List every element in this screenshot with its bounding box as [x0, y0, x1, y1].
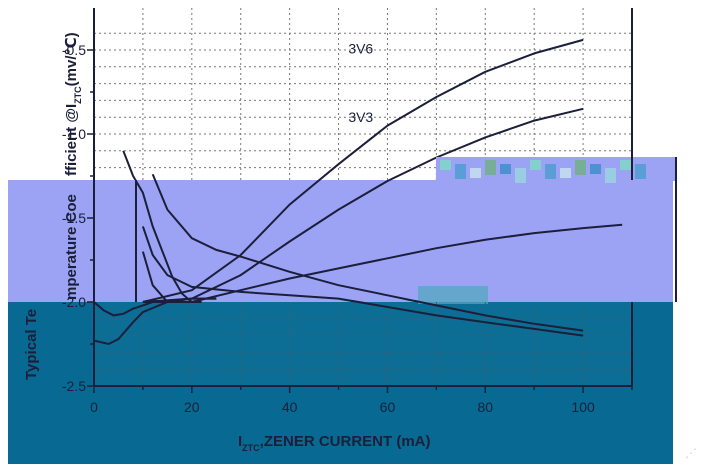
y-axis-label-upper-part: fficient @I: [63, 104, 80, 176]
band-series-line-5: [141, 226, 365, 302]
teal-series-line-8: [94, 300, 188, 317]
y-tick-label: -1.5: [62, 210, 86, 226]
x-axis-label-rest: ,ZENER CURRENT (mA): [260, 433, 431, 450]
series-label-3v6: 3V6: [348, 40, 373, 56]
y-axis-label-unit: (mv/℃): [63, 32, 80, 86]
band-curves: [136, 180, 623, 302]
artifact-patch: [620, 160, 631, 170]
overlay-band-teal: [8, 286, 673, 464]
x-tick-label: 100: [571, 399, 595, 415]
artifact-patch: [530, 160, 541, 170]
y-axis-label-upper: fficient @IZTC(mv/℃): [63, 32, 83, 176]
artifact-patch: [440, 160, 451, 170]
x-axis-label: IZTC,ZENER CURRENT (mA): [238, 433, 431, 453]
y-tick-label: -1.0: [62, 126, 86, 142]
y-axis-label-subscript: ZTC: [73, 86, 83, 104]
x-axis-label-subscript: ZTC: [242, 443, 260, 453]
artifact-patch: [605, 168, 616, 183]
band-series-line-1: [142, 180, 321, 302]
resize-grip-icon: ⋰: [685, 446, 697, 460]
axes: [87, 8, 633, 393]
x-tick-label: 60: [380, 399, 396, 415]
teal-band-rect: [8, 302, 673, 464]
artifact-patch: [590, 164, 601, 174]
tick-labels: 0 20 40 60 80 100 -2.5 -2.0 -1.5 -1.0 -0.5: [62, 42, 595, 415]
y-tick-label: -0.5: [62, 42, 86, 58]
series-label-3v3: 3V3: [348, 109, 373, 125]
artifact-patch: [560, 168, 571, 178]
x-tick-label: 40: [282, 399, 298, 415]
artifact-patch: [485, 160, 496, 175]
y-axis-label-middle: mperature Coe: [63, 194, 80, 300]
teal-series-line-9: [94, 300, 189, 346]
band-series-line-6: [141, 251, 192, 302]
artifact-patch: [455, 164, 466, 179]
artifact-patch: [545, 164, 556, 179]
artifact-patch: [515, 168, 526, 183]
x-tick-label: 20: [184, 399, 200, 415]
band-series-line-3: [142, 223, 623, 302]
artifact-patch: [575, 160, 586, 175]
teal-artifact-patch: [418, 286, 488, 304]
teal-plot-tint: [94, 302, 632, 386]
overlay-band-blue: [8, 157, 677, 302]
artifact-patch: [470, 168, 481, 178]
band-series-line-9: [164, 297, 217, 302]
artifact-patch: [500, 164, 511, 174]
artifact-patch: [635, 164, 646, 179]
band-series-line-4: [153, 180, 425, 302]
teal-series-line-5: [340, 300, 584, 337]
x-tick-label: 0: [90, 399, 98, 415]
x-tick-label: 80: [477, 399, 493, 415]
blue-band-rect: [8, 180, 673, 302]
teal-series-line-4: [405, 300, 584, 332]
y-axis-label-lower: Typical Te: [23, 309, 40, 380]
teal-curves: [94, 300, 632, 386]
x-axis-label-main: I: [238, 433, 242, 450]
y-tick-label: -2.0: [62, 294, 86, 310]
y-tick-label: -2.5: [62, 378, 86, 394]
band-series-line-2: [142, 180, 392, 302]
